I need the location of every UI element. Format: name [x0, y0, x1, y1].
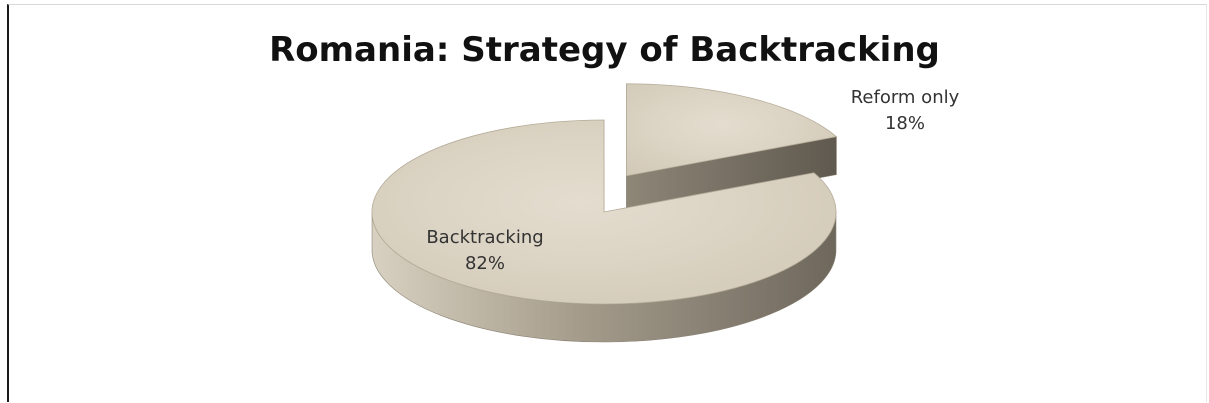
data-label-reform-only: Reform only [851, 87, 960, 108]
slice-top-layer [371, 83, 838, 305]
slice-reform-only-top[interactable] [626, 83, 838, 177]
chart-title: Romania: Strategy of Backtracking [269, 30, 940, 70]
data-label-backtracking: Backtracking [426, 227, 543, 248]
data-value-reform-only: 18% [885, 113, 925, 134]
slice-backtracking-top[interactable] [371, 119, 837, 305]
data-labels: Backtracking 82% Reform only 18% [426, 87, 959, 274]
data-value-backtracking: 82% [465, 253, 505, 274]
